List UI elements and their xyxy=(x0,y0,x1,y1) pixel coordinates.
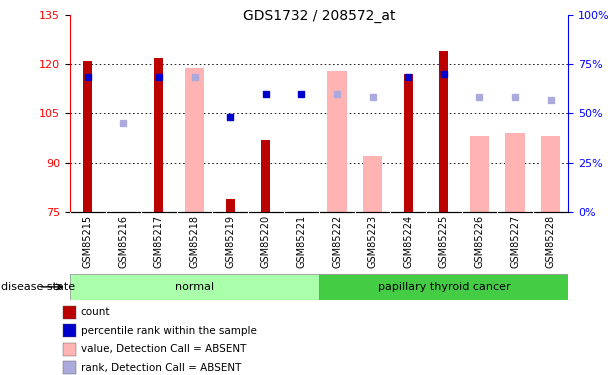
Bar xyxy=(261,140,270,212)
Text: rank, Detection Call = ABSENT: rank, Detection Call = ABSENT xyxy=(81,363,241,373)
Text: GSM85228: GSM85228 xyxy=(545,215,556,268)
Text: GSM85218: GSM85218 xyxy=(190,215,199,268)
Bar xyxy=(185,68,204,212)
Bar xyxy=(440,51,448,212)
Bar xyxy=(505,133,525,212)
Text: GDS1732 / 208572_at: GDS1732 / 208572_at xyxy=(243,9,395,23)
Text: GSM85217: GSM85217 xyxy=(154,215,164,268)
Text: GSM85221: GSM85221 xyxy=(296,215,306,268)
Text: normal: normal xyxy=(175,282,214,292)
Text: GSM85220: GSM85220 xyxy=(261,215,271,268)
Text: disease state: disease state xyxy=(1,282,75,292)
Bar xyxy=(541,136,561,212)
Bar xyxy=(363,156,382,212)
Bar xyxy=(63,306,75,319)
Bar xyxy=(70,274,319,300)
Text: GSM85227: GSM85227 xyxy=(510,215,520,268)
Text: GSM85226: GSM85226 xyxy=(474,215,485,268)
Bar xyxy=(319,274,568,300)
Text: value, Detection Call = ABSENT: value, Detection Call = ABSENT xyxy=(81,344,246,354)
Bar xyxy=(63,324,75,337)
Bar xyxy=(63,343,75,356)
Text: GSM85215: GSM85215 xyxy=(83,215,93,268)
Text: GSM85222: GSM85222 xyxy=(332,215,342,268)
Text: papillary thyroid cancer: papillary thyroid cancer xyxy=(378,282,510,292)
Text: percentile rank within the sample: percentile rank within the sample xyxy=(81,326,257,336)
Text: GSM85216: GSM85216 xyxy=(119,215,128,268)
Bar xyxy=(404,74,413,212)
Text: GSM85225: GSM85225 xyxy=(439,215,449,268)
Bar xyxy=(154,58,164,212)
Bar xyxy=(226,199,235,212)
Bar xyxy=(83,61,92,212)
Bar xyxy=(63,362,75,374)
Bar xyxy=(469,136,489,212)
Text: GSM85224: GSM85224 xyxy=(403,215,413,268)
Bar xyxy=(327,71,347,212)
Text: GSM85219: GSM85219 xyxy=(225,215,235,268)
Text: GSM85223: GSM85223 xyxy=(368,215,378,268)
Text: count: count xyxy=(81,307,110,317)
